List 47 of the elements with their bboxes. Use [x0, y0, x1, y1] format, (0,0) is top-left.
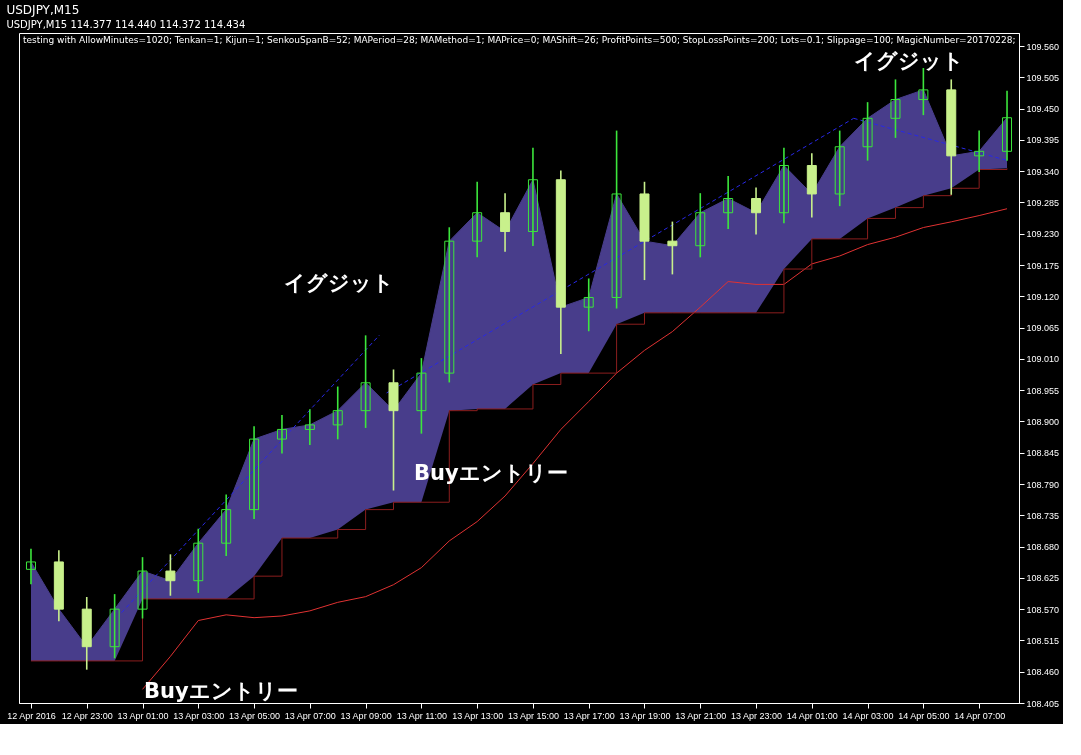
y-tick-label: 108.460	[1026, 667, 1060, 678]
y-tick-label: 109.010	[1026, 354, 1060, 365]
annotation: testing with AllowMinutes=1020; Tenkan=1; Kijun=1; SenkouSpanB=52; MAPeriod=28; MAMethod=1; MAPrice=0; MAShift=26; ProfitPoints=500; StopLossPoints=200; Lots=0.1; Slippage=100; MagicNumber=20170228;	[23, 35, 1016, 45]
annotation: Buyエントリー	[414, 461, 568, 485]
y-tick-label: 108.405	[1026, 698, 1060, 709]
chart-title: USDJPY,M15	[6, 3, 80, 17]
x-tick-label: 13 Apr 03:00	[173, 710, 225, 721]
x-tick-label: 12 Apr 23:00	[61, 710, 113, 721]
y-tick-label: 108.845	[1026, 448, 1060, 459]
x-tick-label: 13 Apr 15:00	[507, 710, 559, 721]
x-tick-label: 13 Apr 21:00	[675, 710, 727, 721]
annotation: イグジット	[284, 271, 394, 295]
y-tick-label: 109.285	[1026, 197, 1060, 208]
y-tick-label: 109.175	[1026, 260, 1060, 271]
y-tick-label: 109.505	[1026, 72, 1060, 83]
y-tick-label: 108.790	[1026, 479, 1060, 490]
x-tick-label: 13 Apr 17:00	[563, 710, 615, 721]
x-tick-label: 13 Apr 09:00	[340, 710, 392, 721]
y-tick-label: 108.735	[1026, 510, 1060, 521]
x-tick-label: 13 Apr 01:00	[117, 710, 169, 721]
x-tick-label: 14 Apr 05:00	[898, 710, 950, 721]
y-tick-label: 108.955	[1026, 385, 1060, 396]
x-tick-label: 13 Apr 23:00	[731, 710, 783, 721]
x-tick-label: 14 Apr 01:00	[786, 710, 838, 721]
y-tick-label: 109.450	[1026, 104, 1060, 115]
y-tick-label: 108.680	[1026, 542, 1060, 553]
y-tick-label: 108.625	[1026, 573, 1060, 584]
x-tick-label: 13 Apr 13:00	[452, 710, 504, 721]
y-tick-label: 108.570	[1026, 604, 1060, 615]
y-tick-label: 109.065	[1026, 323, 1060, 334]
x-tick-label: 13 Apr 19:00	[619, 710, 671, 721]
y-tick-label: 109.120	[1026, 291, 1060, 302]
y-tick-label: 108.900	[1026, 416, 1060, 427]
chart-subtitle: USDJPY,M15 114.377 114.440 114.372 114.434	[6, 19, 246, 30]
y-tick-label: 109.395	[1026, 135, 1060, 146]
y-tick-label: 109.340	[1026, 166, 1060, 177]
x-tick-label: 13 Apr 05:00	[229, 710, 281, 721]
x-tick-label: 14 Apr 03:00	[842, 710, 894, 721]
y-tick-label: 108.515	[1026, 635, 1060, 646]
annotation: イグジット	[854, 49, 964, 73]
x-tick-label: 13 Apr 07:00	[284, 710, 336, 721]
y-tick-label: 109.560	[1026, 41, 1060, 52]
x-tick-label: 14 Apr 07:00	[954, 710, 1006, 721]
x-tick-label: 13 Apr 11:00	[396, 710, 448, 721]
annotation: Buyエントリー	[144, 679, 298, 703]
x-tick-label: 12 Apr 2016	[7, 710, 56, 721]
y-tick-label: 109.230	[1026, 229, 1060, 240]
